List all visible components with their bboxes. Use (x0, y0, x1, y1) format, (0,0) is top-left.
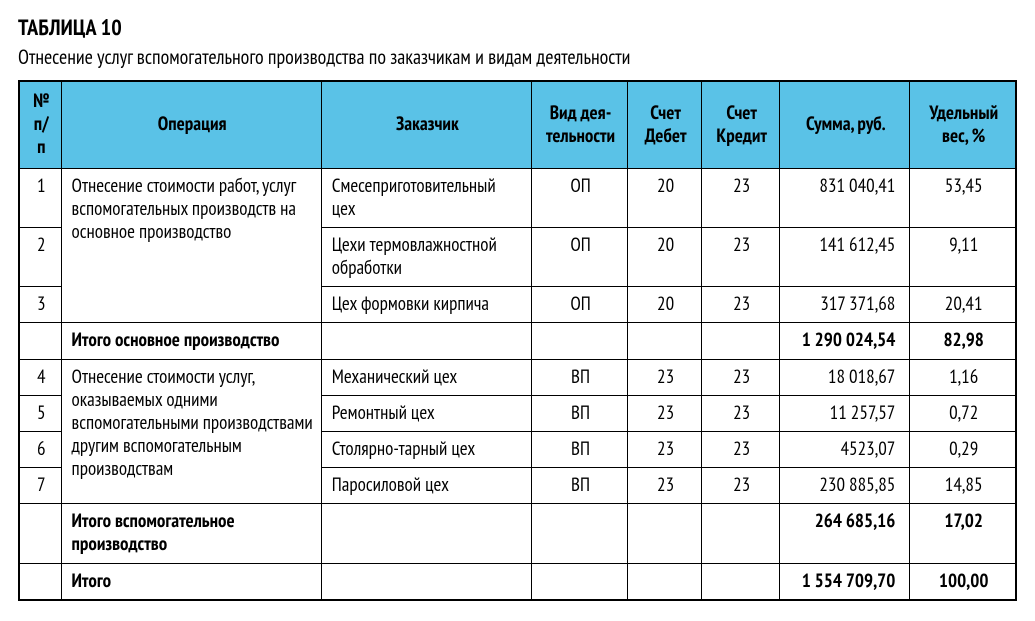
subtotal-label: Итого основное производство (61, 323, 321, 359)
cell-debit: 20 (628, 168, 702, 227)
cell-credit: 23 (702, 431, 780, 467)
cell-empty (702, 323, 780, 359)
subtotal-label: Итого вспомогательное производство (61, 504, 321, 563)
cell-customer: Цехи термовлажностной обработки (321, 227, 531, 286)
cell-activity: ВП (531, 431, 627, 467)
cell-empty (321, 563, 531, 600)
cell-credit: 23 (702, 287, 780, 323)
cell-pct: 0,29 (910, 431, 1016, 467)
col-header-credit: Счет Кредит (702, 81, 780, 168)
cell-num: 7 (19, 468, 61, 504)
cell-operation: Отнесение стоимости услуг, оказываемых о… (61, 359, 321, 504)
col-header-debit: Счет Дебет (628, 81, 702, 168)
col-header-sum: Сумма, руб. (780, 81, 910, 168)
cell-sum: 141 612,45 (780, 227, 910, 286)
cell-customer: Смесеприготовительный цех (321, 168, 531, 227)
cell-empty (19, 563, 61, 600)
cell-debit: 23 (628, 395, 702, 431)
cell-sum: 230 885,85 (780, 468, 910, 504)
cell-credit: 23 (702, 227, 780, 286)
grand-total-sum: 1 554 709,70 (780, 563, 910, 600)
subtotal-pct: 17,02 (910, 504, 1016, 563)
cell-sum: 18 018,67 (780, 359, 910, 395)
cell-num: 2 (19, 227, 61, 286)
cell-pct: 14,85 (910, 468, 1016, 504)
cell-sum: 317 371,68 (780, 287, 910, 323)
subtotal-sum: 264 685,16 (780, 504, 910, 563)
cell-customer: Цех формовки кирпича (321, 287, 531, 323)
cell-debit: 23 (628, 468, 702, 504)
col-header-pct: Удельный вес, % (910, 81, 1016, 168)
cell-activity: ВП (531, 468, 627, 504)
subtotal-pct: 82,98 (910, 323, 1016, 359)
cell-empty (628, 563, 702, 600)
cell-empty (702, 504, 780, 563)
cell-activity: ВП (531, 359, 627, 395)
page-root: { "heading": { "title": "ТАБЛИЦА 10", "s… (0, 0, 1035, 621)
table-row: 4 Отнесение стоимости услуг, оказываемых… (19, 359, 1016, 395)
cell-pct: 1,16 (910, 359, 1016, 395)
col-header-customer: Заказчик (321, 81, 531, 168)
cell-customer: Механический цех (321, 359, 531, 395)
cell-debit: 23 (628, 431, 702, 467)
cell-empty (19, 504, 61, 563)
cell-credit: 23 (702, 468, 780, 504)
cell-empty (321, 323, 531, 359)
cell-sum: 4523,07 (780, 431, 910, 467)
cell-num: 1 (19, 168, 61, 227)
table-header-row: № п/п Операция Заказчик Вид дея­тельност… (19, 81, 1016, 168)
cell-activity: ОП (531, 287, 627, 323)
cell-pct: 53,45 (910, 168, 1016, 227)
cell-sum: 11 257,57 (780, 395, 910, 431)
col-header-activity: Вид дея­тельности (531, 81, 627, 168)
cell-sum: 831 040,41 (780, 168, 910, 227)
cell-activity: ВП (531, 395, 627, 431)
subtotal-sum: 1 290 024,54 (780, 323, 910, 359)
cell-empty (19, 323, 61, 359)
cell-credit: 23 (702, 168, 780, 227)
cell-operation: Отнесение стоимости работ, услуг вспомог… (61, 168, 321, 323)
cell-customer: Ремонтный цех (321, 395, 531, 431)
cell-pct: 20,41 (910, 287, 1016, 323)
subtotal-row: Итого вспомогательное производство 264 6… (19, 504, 1016, 563)
cell-customer: Столярно-тарный цех (321, 431, 531, 467)
cell-empty (531, 563, 627, 600)
cell-debit: 20 (628, 227, 702, 286)
allocation-table: № п/п Операция Заказчик Вид дея­тельност… (18, 80, 1017, 601)
grand-total-label: Итого (61, 563, 321, 600)
cell-credit: 23 (702, 359, 780, 395)
cell-empty (628, 504, 702, 563)
cell-activity: ОП (531, 227, 627, 286)
cell-debit: 23 (628, 359, 702, 395)
col-header-num: № п/п (19, 81, 61, 168)
table-number: ТАБЛИЦА 10 (18, 14, 1017, 42)
cell-empty (531, 323, 627, 359)
grand-total-pct: 100,00 (910, 563, 1016, 600)
cell-num: 4 (19, 359, 61, 395)
subtotal-row: Итого основное производство 1 290 024,54… (19, 323, 1016, 359)
col-header-operation: Операция (61, 81, 321, 168)
cell-num: 3 (19, 287, 61, 323)
cell-customer: Паросиловой цех (321, 468, 531, 504)
cell-num: 5 (19, 395, 61, 431)
cell-debit: 20 (628, 287, 702, 323)
table-row: 1 Отнесение стоимости работ, услуг вспом… (19, 168, 1016, 227)
table-caption: Отнесение услуг вспомогательного произво… (18, 44, 1017, 70)
cell-empty (702, 563, 780, 600)
cell-activity: ОП (531, 168, 627, 227)
cell-empty (628, 323, 702, 359)
cell-pct: 0,72 (910, 395, 1016, 431)
cell-credit: 23 (702, 395, 780, 431)
cell-empty (531, 504, 627, 563)
cell-num: 6 (19, 431, 61, 467)
cell-empty (321, 504, 531, 563)
cell-pct: 9,11 (910, 227, 1016, 286)
grand-total-row: Итого 1 554 709,70 100,00 (19, 563, 1016, 600)
